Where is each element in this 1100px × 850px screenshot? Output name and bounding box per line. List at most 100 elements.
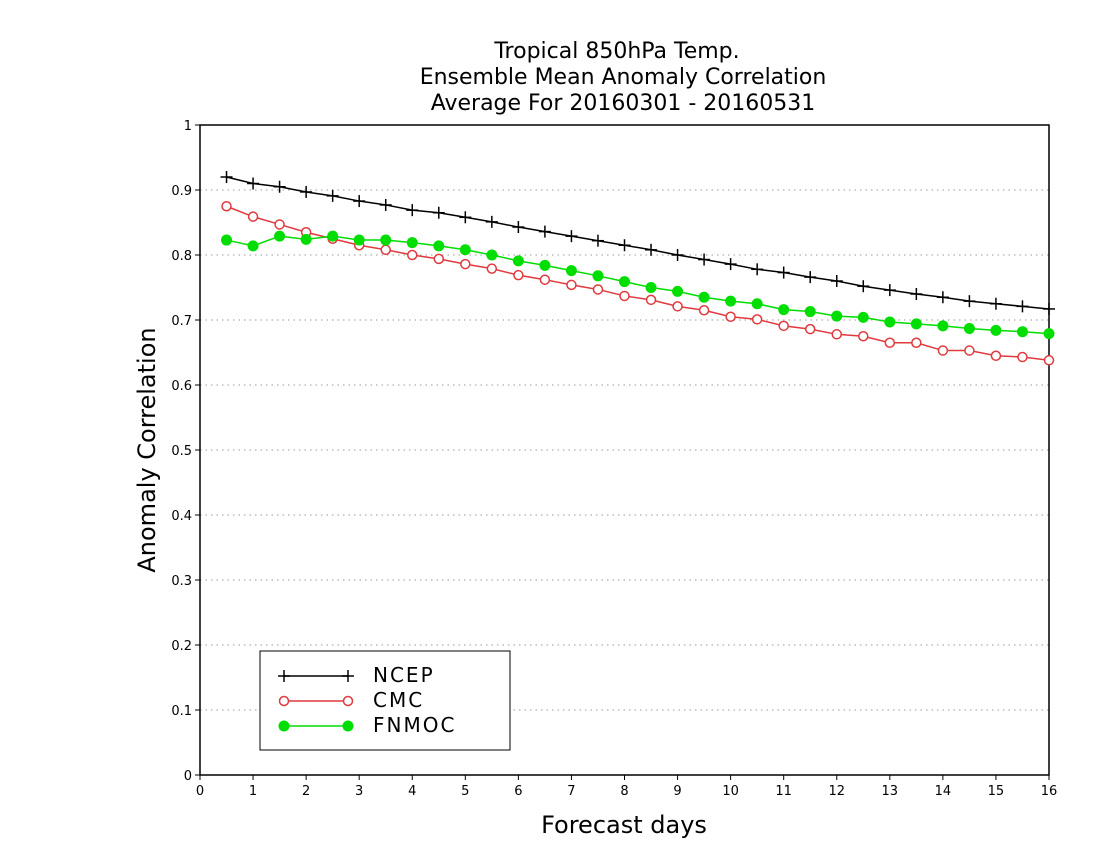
data-point-ncep [247,177,260,190]
y-tick-label: 0.1 [171,704,192,719]
legend-item-fnmoc: FNMOC [278,713,456,737]
data-point-cmc [407,249,418,261]
legend-item-cmc: CMC [278,688,422,712]
data-point-fnmoc [778,304,790,316]
x-tick-label: 7 [567,784,575,799]
x-tick-label: 8 [620,784,628,799]
y-tick-label: 0.3 [171,574,192,589]
chart-title: Tropical 850hPa Temp. Ensemble Mean Anom… [420,39,827,116]
data-point-ncep [883,284,896,297]
y-axis: 0 0.1 0.2 0.3 0.4 0.5 0.6 0.7 0.8 0.9 1 [171,119,200,784]
data-point-fnmoc [884,316,896,328]
data-point-ncep [1016,300,1029,313]
y-tick-label: 0.5 [171,444,192,459]
series-cmc-line [226,205,1050,362]
data-point-ncep [724,258,737,271]
data-point-cmc [247,211,259,222]
x-tick-label: 5 [461,784,469,799]
x-tick-label: 16 [1041,784,1058,799]
data-point-cmc [1043,355,1055,366]
data-point-ncep [220,171,233,183]
gridlines [200,189,1049,711]
data-point-fnmoc [857,311,869,323]
data-point-fnmoc [459,244,471,256]
data-point-ncep [459,211,472,224]
x-tick-label: 1 [249,784,257,799]
data-point-fnmoc [937,320,949,332]
data-point-ncep [326,189,339,202]
data-point-fnmoc [221,234,233,246]
data-point-cmc [486,263,498,274]
legend-ncep-swatch [278,670,354,682]
data-point-fnmoc [725,295,737,307]
data-point-ncep [857,280,870,293]
series-layer [220,171,1055,366]
data-point-fnmoc [565,265,577,277]
legend-marker [278,695,290,707]
x-tick-label: 13 [882,784,899,799]
data-point-cmc [911,337,922,348]
data-point-cmc [804,323,816,335]
data-point-fnmoc [380,234,392,246]
legend-item-ncep: NCEP [278,663,433,687]
y-tick-label: 0 [184,769,192,784]
x-tick-label: 3 [355,784,363,799]
data-point-cmc [539,274,551,285]
data-point-cmc [1017,351,1028,363]
data-point-ncep [618,239,631,252]
data-point-fnmoc [619,276,630,288]
data-point-cmc [433,253,445,265]
legend: NCEP CMC FNMOC [259,650,511,751]
legend-fnmoc-swatch [278,720,354,732]
data-point-ncep [379,198,392,211]
legend-cmc-swatch [278,695,354,707]
data-point-fnmoc [406,237,418,249]
title-line-3: Average For 20160301 - 20160531 [431,91,816,116]
legend-marker [342,695,354,707]
data-point-fnmoc [698,291,710,303]
data-point-fnmoc [751,298,763,310]
x-tick-label: 11 [775,784,792,799]
data-point-cmc [513,269,524,281]
data-point-fnmoc [433,240,445,252]
data-point-fnmoc [831,310,843,322]
data-point-fnmoc [990,324,1002,336]
data-point-ncep [273,180,286,193]
data-point-fnmoc [274,230,286,242]
series-fnmoc [221,230,1055,340]
data-point-cmc [698,305,710,316]
title-line-2: Ensemble Mean Anomaly Correlation [420,65,827,90]
data-point-ncep [406,204,419,217]
data-point-fnmoc [486,249,498,261]
y-tick-label: 0.6 [171,379,192,394]
data-point-cmc [460,258,471,270]
data-point-ncep [512,221,525,234]
data-point-cmc [221,201,232,212]
data-point-cmc [778,320,789,332]
data-point-ncep [830,275,843,287]
data-point-cmc [831,329,842,340]
legend-marker [278,670,290,682]
data-point-fnmoc [645,282,657,293]
x-tick-label: 4 [408,784,416,799]
data-point-cmc [619,290,630,302]
x-axis: 0 1 2 3 4 5 6 7 8 9 10 11 12 13 14 15 16 [196,775,1057,799]
y-axis-label: Anomaly Correlation [133,327,161,572]
legend-fnmoc-label: FNMOC [373,713,456,737]
data-point-ncep [804,271,817,284]
data-point-fnmoc [592,270,604,282]
data-point-fnmoc [672,285,684,297]
data-point-fnmoc [910,318,922,330]
data-point-cmc [725,311,736,322]
x-tick-label: 12 [828,784,845,799]
data-point-ncep [910,288,923,300]
data-point-cmc [274,219,285,230]
x-tick-label: 15 [988,784,1005,799]
x-tick-label: 6 [514,784,522,799]
data-point-cmc [858,331,869,342]
y-tick-label: 0.7 [171,314,192,329]
data-point-ncep [300,185,313,198]
data-point-fnmoc [963,322,975,334]
x-tick-label: 14 [935,784,952,799]
